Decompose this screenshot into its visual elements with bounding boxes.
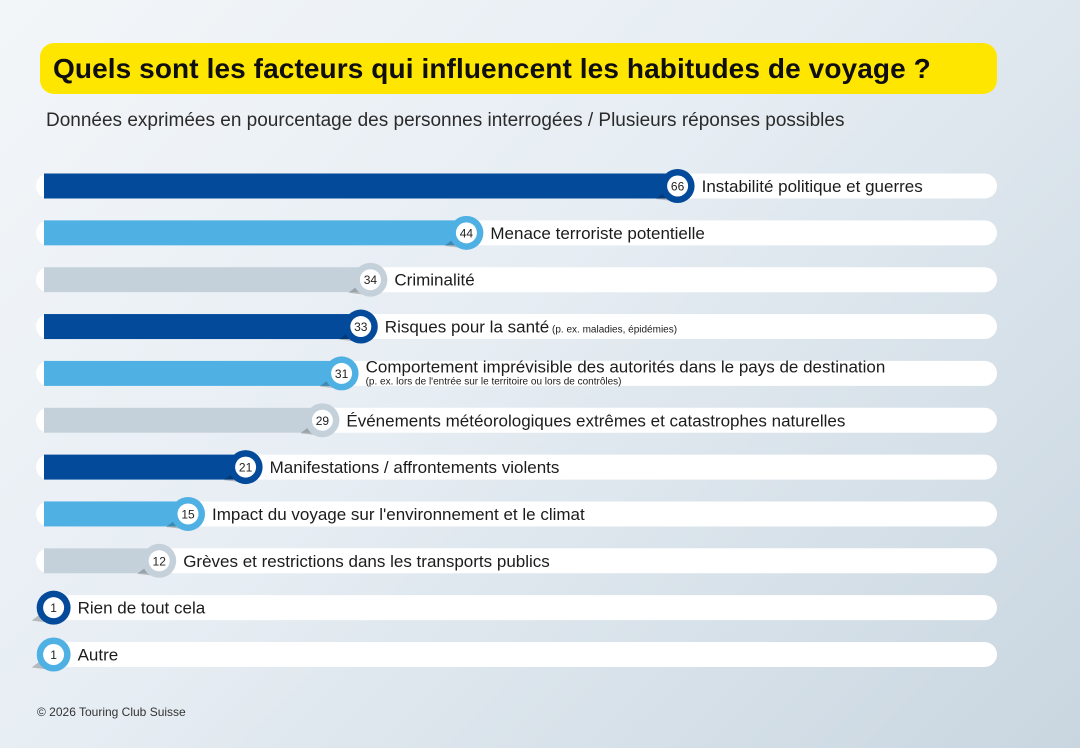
bar-row: 44 Menace terroriste potentielle <box>36 215 997 250</box>
bar-row: 29 Événements météorologiques extrêmes et… <box>36 403 997 438</box>
bar <box>44 173 678 199</box>
category-note: (p. ex. maladies, épidémies) <box>549 325 677 336</box>
bar-row: 1 Rien de tout cela <box>31 590 997 625</box>
value-label: 1 <box>50 601 57 615</box>
bar <box>44 220 467 246</box>
value-label: 21 <box>239 461 253 475</box>
category-note: (p. ex. lors de l'entrée sur le territoi… <box>366 376 622 387</box>
category-label: Impact du voyage sur l'environnement et … <box>212 505 585 524</box>
category-label: Criminalité <box>394 271 474 290</box>
value-marker-inner <box>350 316 372 338</box>
value-label: 29 <box>316 414 330 428</box>
bar-row: 34 Criminalité <box>36 262 997 297</box>
bar-track <box>36 642 997 667</box>
value-label: 44 <box>460 226 474 240</box>
bar <box>44 360 342 386</box>
bar <box>44 454 246 480</box>
category-label: Grèves et restrictions dans les transpor… <box>183 552 550 571</box>
category-label: Instabilité politique et guerres <box>702 177 923 196</box>
value-label: 31 <box>335 367 349 381</box>
value-marker-inner <box>311 409 333 431</box>
category-label: Manifestations / affrontements violents <box>270 458 560 477</box>
chart-subtitle: Données exprimées en pourcentage des per… <box>46 110 845 131</box>
value-label: 1 <box>50 648 57 662</box>
value-label: 66 <box>671 180 685 194</box>
value-label: 33 <box>354 320 368 334</box>
bar-row: 66 Instabilité politique et guerres <box>36 169 997 203</box>
bar-row: 31 Comportement imprévisible des autorité… <box>36 356 997 391</box>
bar <box>44 267 371 293</box>
value-label: 12 <box>153 554 167 568</box>
bar-track <box>36 454 997 480</box>
bar-row: 15 Impact du voyage sur l'environnement e… <box>36 496 997 531</box>
bar <box>44 314 361 340</box>
category-label: Menace terroriste potentielle <box>490 224 705 243</box>
value-marker-inner <box>177 503 199 525</box>
category-label: Événements météorologiques extrêmes et c… <box>346 411 845 430</box>
bar-row: 21 Manifestations / affrontements violent… <box>36 450 997 485</box>
value-marker-inner <box>667 175 689 197</box>
value-marker-inner <box>331 362 353 384</box>
category-label: Autre <box>78 646 119 665</box>
value-marker-inner <box>148 550 170 572</box>
category-label: Comportement imprévisible des autorités … <box>366 357 886 376</box>
title-banner: Quels sont les facteurs qui influencent … <box>40 43 997 94</box>
bar-row: 12 Grèves et restrictions dans les transp… <box>36 543 997 578</box>
bar-track <box>36 501 997 527</box>
value-marker-inner <box>43 597 65 619</box>
value-label: 34 <box>364 273 378 287</box>
bar-track <box>36 595 997 621</box>
value-marker-inner <box>235 456 257 478</box>
bar-track <box>36 548 997 574</box>
bar-row: 33 Risques pour la santé (p. ex. maladies… <box>36 309 997 344</box>
value-marker-inner <box>359 269 381 291</box>
category-label: Rien de tout cela <box>78 599 206 618</box>
bar-row: 1 Autre <box>31 637 997 672</box>
bar <box>44 407 323 433</box>
value-marker-inner <box>43 644 65 665</box>
bar <box>44 501 188 527</box>
bar <box>44 548 160 574</box>
value-label: 15 <box>181 507 195 521</box>
copyright-footer: © 2026 Touring Club Suisse <box>37 705 186 719</box>
chart-title: Quels sont les facteurs qui influencent … <box>53 52 931 84</box>
value-marker-inner <box>455 222 477 244</box>
